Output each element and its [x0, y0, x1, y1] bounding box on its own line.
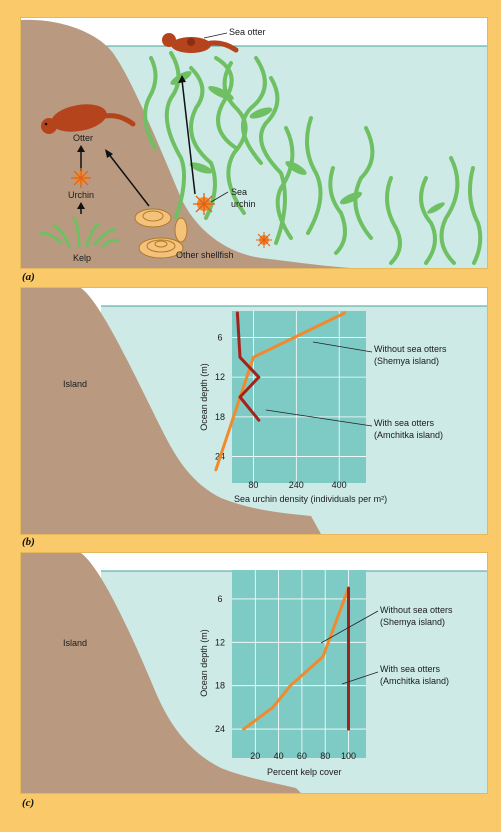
y-tick-label: 6 — [217, 332, 222, 342]
with-otters-series-line — [235, 311, 261, 422]
island-shore — [21, 288, 321, 534]
y-tick-label: 18 — [215, 681, 225, 691]
food-web-illustration: Sea otter Otter Urchin Kelp — [21, 18, 487, 268]
without-otters-series-line — [214, 311, 347, 472]
without-otters-series-line — [242, 586, 350, 731]
kelp-cover-chart: Island 20 40 60 80 100 6 12 18 24 Ocean depth (m… — [21, 553, 487, 793]
x-tick-label: 80 — [248, 480, 258, 490]
x-tick-label: 400 — [332, 480, 347, 490]
y-tick-label: 18 — [215, 412, 225, 422]
panel-a-letter: (a) — [22, 271, 35, 283]
x-axis-label: Percent kelp cover — [267, 767, 342, 777]
x-tick-label: 20 — [250, 751, 260, 761]
gridlines — [232, 570, 366, 758]
shellfish-icon — [134, 208, 188, 259]
with-otters-leader — [341, 671, 379, 685]
x-tick-label: 60 — [297, 751, 307, 761]
sea-urchin-label-line1: Sea — [231, 187, 247, 197]
panel-c: Island 20 40 60 80 100 6 12 18 24 Ocean depth (m… — [20, 552, 488, 794]
with-otters-annotation-line1: With sea otters — [374, 418, 435, 428]
with-otters-annotation-line2: (Amchitka island) — [374, 430, 443, 440]
x-tick-label: 100 — [341, 751, 356, 761]
island-label: Island — [63, 379, 87, 389]
y-tick-label: 12 — [215, 372, 225, 382]
gridlines — [232, 311, 366, 483]
otter-icon — [41, 104, 136, 134]
y-axis-label: Ocean depth (m) — [199, 629, 209, 697]
shellfish-to-otter-arrow — [107, 152, 150, 207]
y-tick-label: 6 — [217, 594, 222, 604]
urchin-to-sea-otter-arrow — [181, 79, 196, 195]
without-otters-annotation-line2: (Shemya island) — [380, 617, 445, 627]
rocky-shore — [21, 19, 351, 268]
x-tick-label: 80 — [320, 751, 330, 761]
sea-urchin-icon — [193, 193, 215, 215]
kelp-label: Kelp — [73, 253, 91, 263]
island-shore — [21, 553, 301, 793]
with-otters-annotation-line2: (Amchitka island) — [380, 676, 449, 686]
sea-otter-floating-icon — [162, 33, 239, 53]
y-tick-label: 12 — [215, 637, 225, 647]
kelp-icon — [39, 216, 120, 248]
otter-label: Otter — [73, 133, 93, 143]
x-tick-label: 40 — [274, 751, 284, 761]
panel-b: Island 80 240 400 6 12 18 24 Ocean depth (m) S… — [20, 287, 488, 535]
panel-b-letter: (b) — [22, 536, 35, 548]
x-tick-label: 240 — [289, 480, 304, 490]
urchin-label: Urchin — [68, 190, 94, 200]
panel-a: Sea otter Otter Urchin Kelp — [20, 17, 488, 269]
sea-otter-label: Sea otter — [229, 27, 266, 37]
y-axis-label: Ocean depth (m) — [199, 363, 209, 431]
x-axis-label: Sea urchin density (individuals per m²) — [234, 494, 387, 504]
without-otters-annotation-line1: Without sea otters — [380, 605, 453, 615]
without-otters-annotation-line2: (Shemya island) — [374, 356, 439, 366]
with-otters-annotation-line1: With sea otters — [380, 664, 441, 674]
with-otters-leader — [265, 409, 373, 427]
y-tick-label: 24 — [215, 724, 225, 734]
without-otters-annotation-line1: Without sea otters — [374, 344, 447, 354]
sea-urchin-label-line2: urchin — [231, 199, 256, 209]
without-otters-leader — [312, 341, 373, 353]
without-otters-leader — [320, 610, 379, 644]
plot-area — [232, 311, 366, 483]
other-shellfish-label: Other shellfish — [176, 250, 234, 260]
urchin-icon — [71, 168, 91, 188]
panel-c-letter: (c) — [22, 797, 35, 809]
sea-urchin-small-icon — [256, 232, 272, 248]
island-label: Island — [63, 638, 87, 648]
